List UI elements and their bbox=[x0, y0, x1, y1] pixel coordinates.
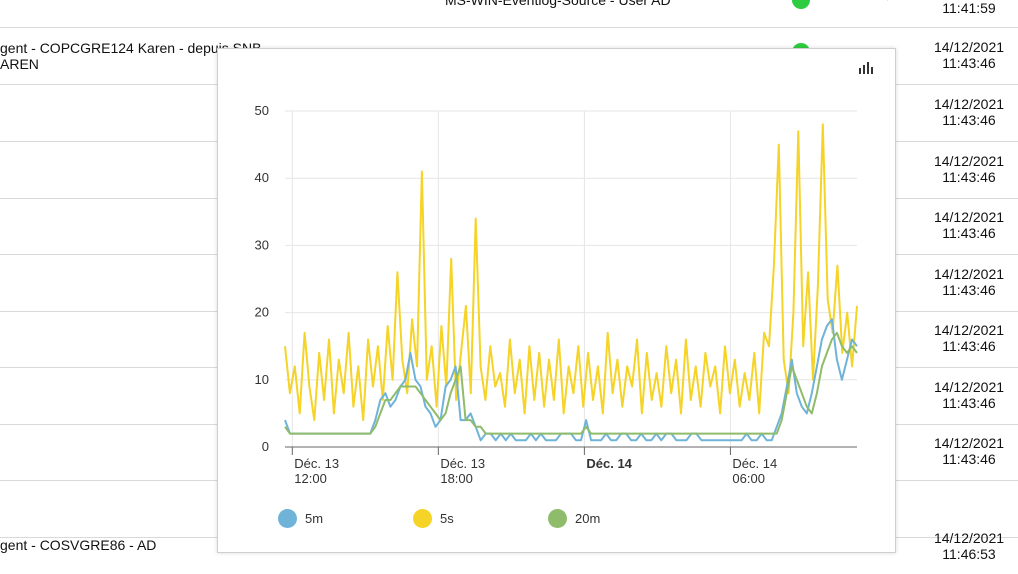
x-tick-label: Déc. 13 bbox=[440, 456, 485, 471]
status-dot bbox=[792, 0, 810, 9]
x-tick-label: 18:00 bbox=[440, 471, 473, 486]
legend-swatch bbox=[413, 509, 432, 528]
y-tick-label: 10 bbox=[255, 372, 269, 387]
legend-item-5m[interactable]: 5m bbox=[278, 509, 323, 528]
y-tick-label: 40 bbox=[255, 170, 269, 185]
legend-swatch bbox=[548, 509, 567, 528]
row-timestamp: 14/12/2021 11:43:46 bbox=[933, 39, 1005, 71]
series-line-20m bbox=[284, 331, 858, 435]
row-timestamp: 11:41:59 bbox=[942, 0, 996, 16]
x-tick-label: Déc. 14 bbox=[732, 456, 777, 471]
row-timestamp: 14/12/2021 11:43:46 bbox=[933, 96, 1005, 128]
legend-label: 5m bbox=[305, 511, 324, 526]
row-timestamp: 14/12/2021 11:43:46 bbox=[933, 379, 1005, 411]
x-tick-label: Déc. 13 bbox=[294, 456, 339, 471]
row-timestamp: 14/12/2021 11:43:46 bbox=[933, 435, 1005, 467]
x-tick-label: 06:00 bbox=[732, 471, 765, 486]
row-timestamp: 14/12/2021 11:46:53 bbox=[933, 530, 1005, 562]
row-description: gent - COSVGRE86 - AD bbox=[0, 537, 157, 553]
mute-bell-icon[interactable]: ⫧ bbox=[884, 0, 891, 4]
table-row[interactable]: ⫧ 11:41:59 bbox=[0, 0, 1018, 28]
legend-item-20m[interactable]: 20m bbox=[548, 509, 600, 528]
y-tick-label: 50 bbox=[255, 103, 269, 118]
x-tick-label: 12:00 bbox=[294, 471, 327, 486]
row-timestamp: 14/12/2021 11:43:46 bbox=[933, 153, 1005, 185]
chart-popup: 0 10 20 30 40 50 Déc. 13 12:00 Déc. 13 18:00 Déc. … bbox=[217, 48, 896, 553]
row-timestamp: 14/12/2021 11:43:46 bbox=[933, 209, 1005, 241]
row-timestamp: 14/12/2021 11:43:46 bbox=[933, 322, 1005, 354]
legend-label: 20m bbox=[575, 511, 601, 526]
legend-swatch bbox=[278, 509, 297, 528]
series-line-5s bbox=[284, 123, 858, 422]
y-tick-label: 0 bbox=[262, 439, 269, 454]
top-row-source-text: MS-WIN-Eventlog-Source - User AD bbox=[445, 0, 671, 8]
x-tick-label: Déc. 14 bbox=[586, 456, 632, 471]
chart-menu-icon[interactable] bbox=[859, 62, 875, 74]
y-tick-label: 30 bbox=[255, 237, 269, 252]
row-timestamp: 14/12/2021 11:43:46 bbox=[933, 266, 1005, 298]
y-tick-label: 20 bbox=[255, 305, 269, 320]
legend-item-5s[interactable]: 5s bbox=[413, 509, 454, 528]
legend-label: 5s bbox=[440, 511, 454, 526]
row-description: gent - COPCGRE124 Karen - depuis SNB AREN bbox=[0, 40, 262, 72]
